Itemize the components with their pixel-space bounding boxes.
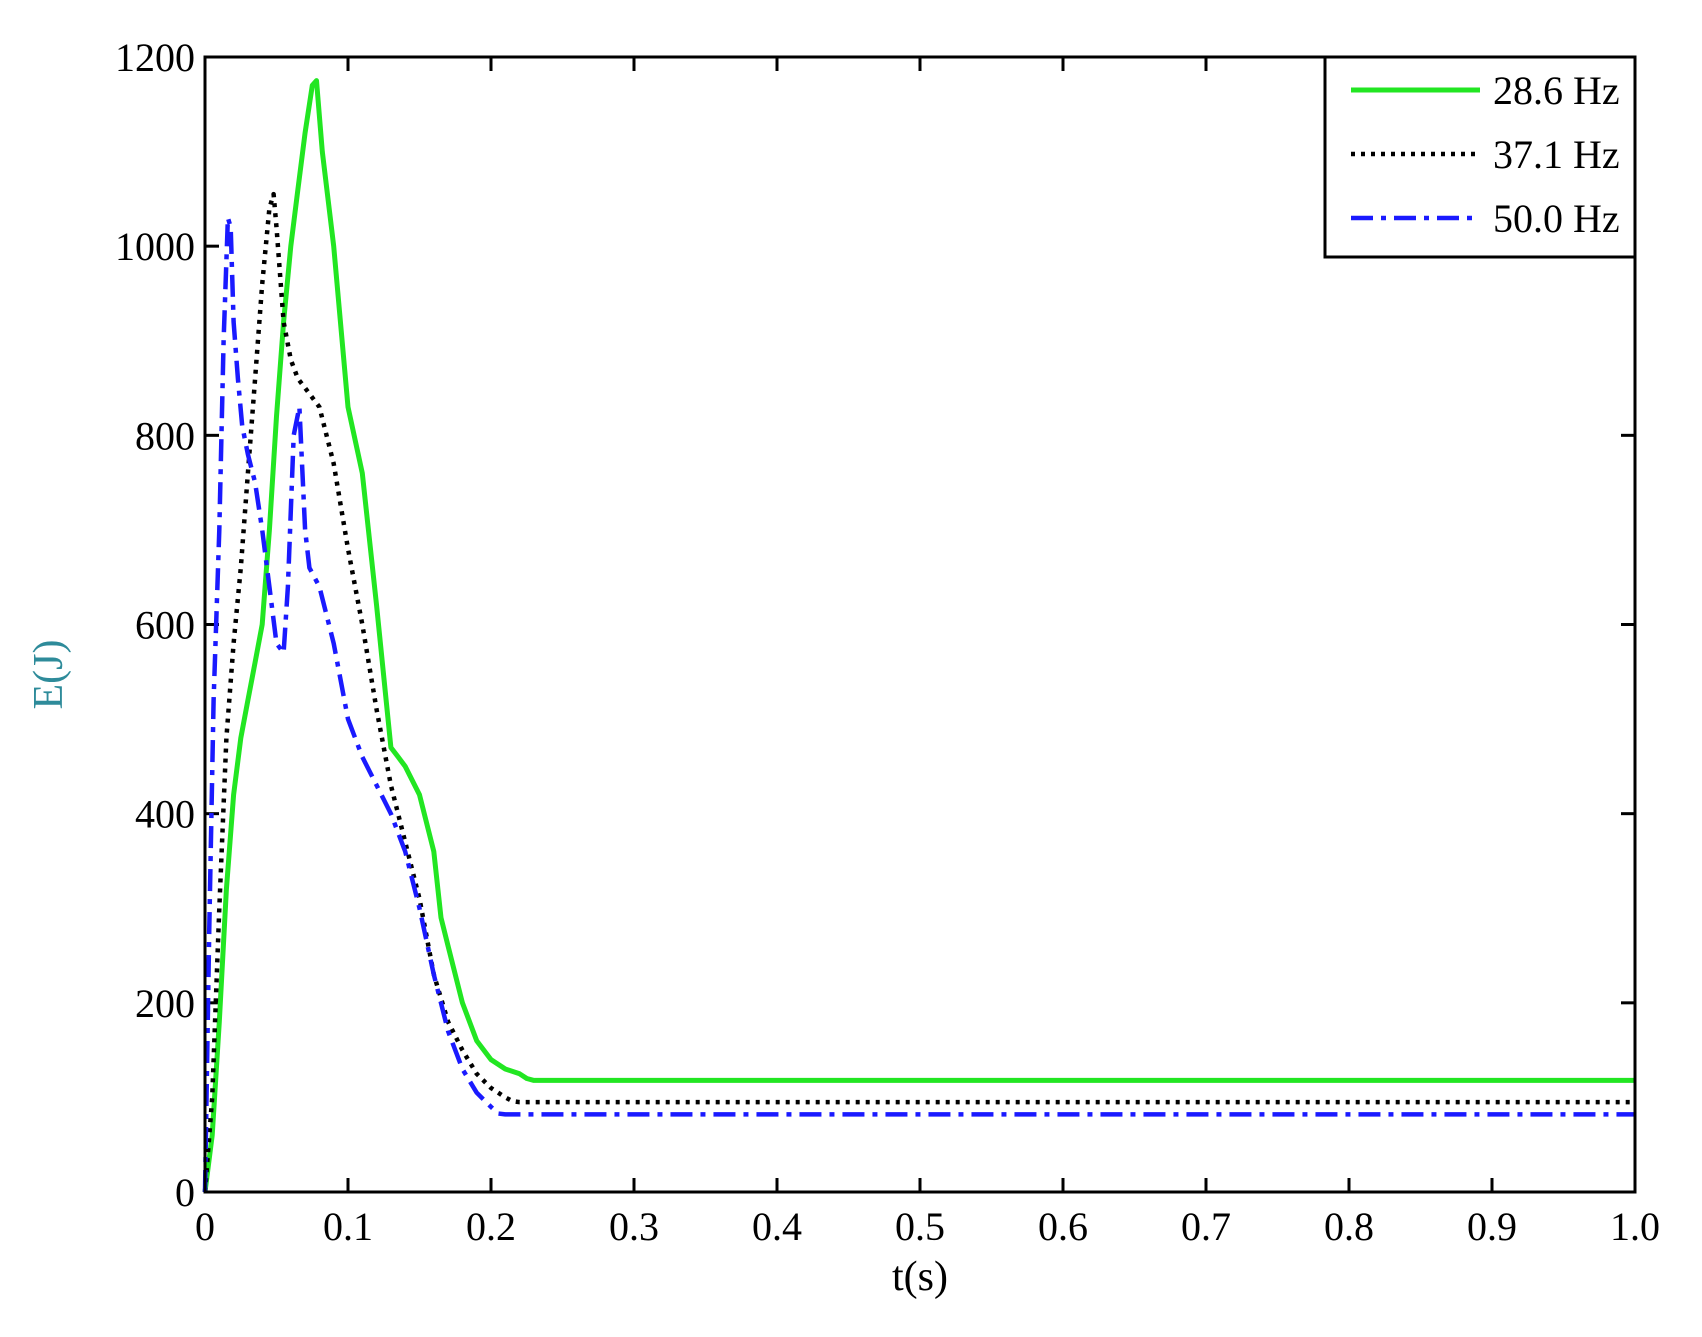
- x-tick-label: 0.8: [1324, 1204, 1374, 1249]
- y-tick-label: 1200: [115, 35, 195, 80]
- series-line-50-0-hz: [202, 215, 1635, 1193]
- x-tick-label: 0.6: [1038, 1204, 1088, 1249]
- x-axis-label: t(s): [892, 1254, 948, 1300]
- y-tick-label: 1000: [115, 224, 195, 269]
- legend: 28.6 Hz 37.1 Hz 50.0 Hz: [1323, 55, 1637, 259]
- x-tick-label: 0.5: [895, 1204, 945, 1249]
- legend-label: 28.6 Hz: [1493, 68, 1620, 113]
- legend-label: 37.1 Hz: [1493, 132, 1620, 177]
- y-tick-label: 800: [135, 413, 195, 458]
- series-line-28-6-hz: [202, 78, 1635, 1193]
- y-tick-label: 200: [135, 981, 195, 1026]
- legend-label: 50.0 Hz: [1493, 196, 1620, 241]
- x-tick-label: 0: [195, 1204, 215, 1249]
- x-tick-label: 0.3: [609, 1204, 659, 1249]
- y-tick-label: 0: [175, 1170, 195, 1215]
- x-tick-label: 0.2: [466, 1204, 516, 1249]
- y-tick-label: 400: [135, 792, 195, 837]
- plot-frame: [203, 55, 1637, 1194]
- y-axis-label: E(J): [26, 640, 72, 710]
- y-tick-label: 600: [135, 603, 195, 648]
- x-tick-label: 0.9: [1467, 1204, 1517, 1249]
- x-tick-label: 0.4: [752, 1204, 802, 1249]
- x-tick-label: 0.7: [1181, 1204, 1231, 1249]
- series-layer: [202, 78, 1635, 1193]
- tick-labels: 0 0.1 0.2 0.3 0.4 0.5 0.6 0.7 0.8 0.9 1.0 0 200 400 60…: [115, 35, 1660, 1249]
- x-tick-label: 0.1: [323, 1204, 373, 1249]
- x-tick-label: 1.0: [1610, 1204, 1660, 1249]
